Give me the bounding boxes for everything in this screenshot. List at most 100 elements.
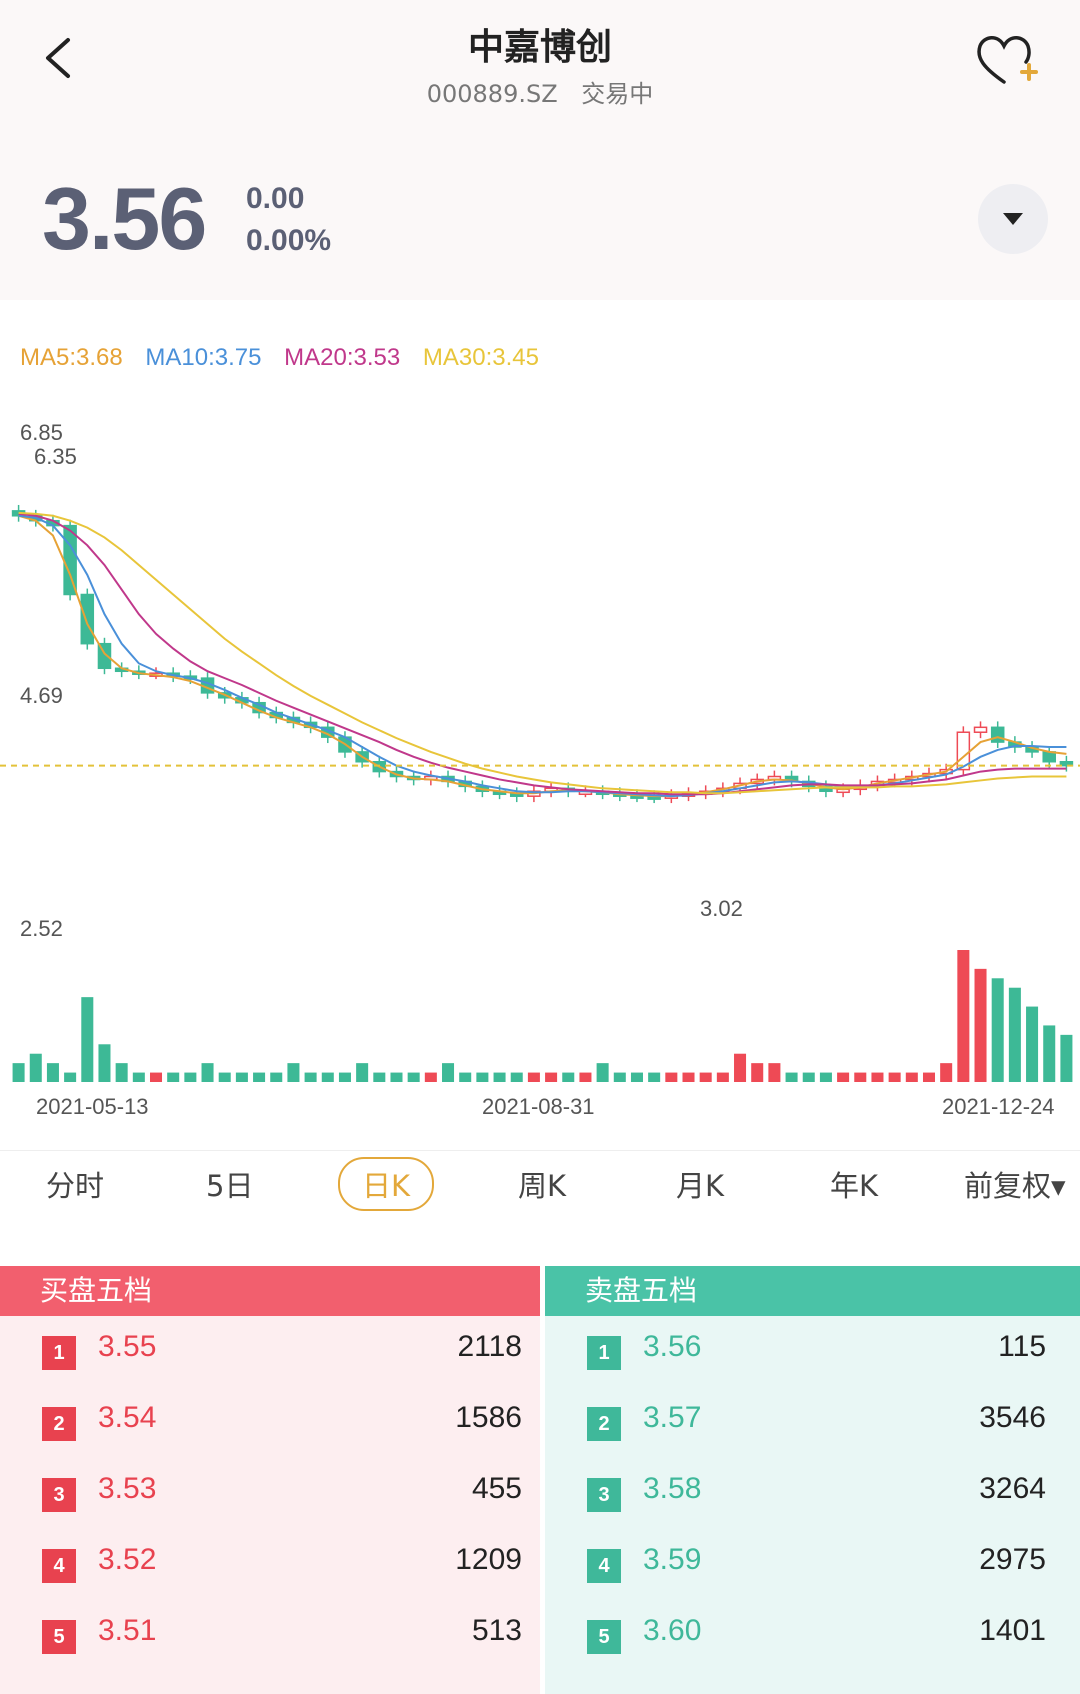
volume-bar xyxy=(493,1072,506,1082)
change-percent: 0.00% xyxy=(246,224,332,257)
volume-bar xyxy=(81,997,94,1082)
volume-bar xyxy=(562,1072,575,1082)
volume-bar xyxy=(149,1072,163,1082)
volume-bar xyxy=(132,1072,145,1082)
caret-down-icon xyxy=(1003,213,1023,225)
x-label-mid: 2021-08-31 xyxy=(482,1094,595,1119)
buy-price: 3.55 xyxy=(98,1330,157,1363)
last-price: 3.56 xyxy=(42,169,207,268)
volume-bar xyxy=(596,1063,609,1082)
buy-price: 3.51 xyxy=(98,1614,157,1647)
volume-bar xyxy=(888,1072,901,1082)
buy-row[interactable]: 2 3.54 1586 xyxy=(0,1387,540,1458)
buy-row[interactable]: 5 3.51 513 xyxy=(0,1600,540,1671)
volume-bar xyxy=(922,1072,936,1082)
volume-bar xyxy=(167,1072,180,1082)
volume-bar xyxy=(29,1053,42,1082)
volume-bar xyxy=(510,1072,523,1082)
volume-bar xyxy=(304,1072,317,1082)
tab-weekly-k[interactable]: 周K xyxy=(518,1169,567,1203)
ma-legend: MA5:3.68 MA10:3.75 MA20:3.53 MA30:3.45 xyxy=(20,344,555,372)
volume-bar xyxy=(338,1072,351,1082)
volume-bar xyxy=(785,1072,798,1082)
volume-bar xyxy=(751,1063,764,1082)
volume-bar xyxy=(115,1063,128,1082)
volume-bar xyxy=(665,1072,678,1082)
sell-index: 3 xyxy=(587,1478,621,1512)
back-icon[interactable] xyxy=(38,36,82,80)
sell-price: 3.58 xyxy=(643,1472,702,1505)
sell-volume: 3546 xyxy=(979,1401,1046,1434)
ma5-label: MA5:3.68 xyxy=(20,344,123,371)
volume-bar xyxy=(356,1063,369,1082)
tab-monthly-k[interactable]: 月K xyxy=(676,1169,725,1203)
candle xyxy=(80,593,95,645)
adjust-select[interactable]: 前复权▾ xyxy=(964,1169,1066,1203)
sell-book: 卖盘五档 1 3.56 115 2 3.57 3546 3 3.58 3264 4 3.59 2… xyxy=(545,1266,1080,1694)
sell-row[interactable]: 1 3.56 115 xyxy=(545,1316,1080,1387)
volume-bar xyxy=(682,1072,695,1082)
volume-bar xyxy=(630,1072,643,1082)
volume-bar xyxy=(407,1072,420,1082)
change-value: 0.00 xyxy=(246,182,305,215)
ma10-line xyxy=(18,514,1067,798)
candle xyxy=(1059,760,1074,767)
y-label-bottom: 2.52 xyxy=(20,916,63,941)
expand-button[interactable] xyxy=(978,184,1048,254)
sell-index: 2 xyxy=(587,1407,621,1441)
volume-bar xyxy=(579,1072,592,1082)
tab-daily-k[interactable]: 日K xyxy=(338,1157,435,1211)
sell-index: 4 xyxy=(587,1549,621,1583)
tab-intraday[interactable]: 分时 xyxy=(46,1169,105,1203)
buy-row[interactable]: 4 3.52 1209 xyxy=(0,1529,540,1600)
buy-index: 5 xyxy=(42,1620,76,1654)
volume-bar xyxy=(613,1072,626,1082)
sell-volume: 2975 xyxy=(979,1543,1046,1576)
ma20-label: MA20:3.53 xyxy=(284,344,401,371)
buy-row[interactable]: 3 3.53 455 xyxy=(0,1458,540,1529)
sell-volume: 115 xyxy=(998,1330,1046,1363)
volume-bar xyxy=(12,1063,25,1082)
volume-bar xyxy=(699,1072,712,1082)
volume-bar xyxy=(854,1072,867,1082)
sell-row[interactable]: 2 3.57 3546 xyxy=(545,1387,1080,1458)
volume-bar xyxy=(819,1072,832,1082)
y-label-top: 6.85 xyxy=(20,420,63,445)
buy-volume: 2118 xyxy=(457,1330,522,1363)
max-marker: 6.35 xyxy=(34,444,77,469)
sell-price: 3.57 xyxy=(643,1401,702,1434)
volume-bar xyxy=(476,1072,489,1082)
buy-index: 1 xyxy=(42,1336,76,1370)
volume-bar xyxy=(1026,1006,1039,1082)
volume-bar xyxy=(871,1072,884,1082)
heart-plus-icon[interactable] xyxy=(974,32,1038,90)
stock-subtitle: 000889.SZ 交易中 xyxy=(0,74,1080,109)
volume-bar xyxy=(98,1044,111,1082)
volume-bar xyxy=(991,978,1004,1082)
volume-bar xyxy=(64,1072,77,1082)
tab-yearly-k[interactable]: 年K xyxy=(830,1169,879,1203)
volume-bar xyxy=(648,1072,661,1082)
volume-bar xyxy=(390,1072,403,1082)
buy-book: 买盘五档 1 3.55 2118 2 3.54 1586 3 3.53 455 4 3.52 1… xyxy=(0,1266,540,1694)
volume-bar xyxy=(716,1072,729,1082)
volume-bar xyxy=(734,1053,747,1082)
sell-row[interactable]: 4 3.59 2975 xyxy=(545,1529,1080,1600)
volume-bar xyxy=(218,1072,231,1082)
volume-bar xyxy=(837,1072,850,1082)
tab-5day[interactable]: 5日 xyxy=(206,1169,254,1203)
buy-book-title: 买盘五档 xyxy=(0,1266,540,1316)
volume-bar xyxy=(545,1072,558,1082)
buy-volume: 1209 xyxy=(455,1543,522,1576)
sell-row[interactable]: 5 3.60 1401 xyxy=(545,1600,1080,1671)
top-bar: 中嘉博创 000889.SZ 交易中 xyxy=(0,0,1080,150)
volume-bar xyxy=(424,1072,437,1082)
volume-bar xyxy=(184,1072,197,1082)
sell-row[interactable]: 3 3.58 3264 xyxy=(545,1458,1080,1529)
buy-row[interactable]: 1 3.55 2118 xyxy=(0,1316,540,1387)
volume-bar xyxy=(442,1063,455,1082)
candlestick-chart[interactable]: 6.85 6.35 4.69 2.52 3.02 2021-05-13 2021… xyxy=(0,420,1080,1120)
volume-bar xyxy=(373,1072,386,1082)
volume-bar xyxy=(527,1072,540,1082)
sell-index: 5 xyxy=(587,1620,621,1654)
